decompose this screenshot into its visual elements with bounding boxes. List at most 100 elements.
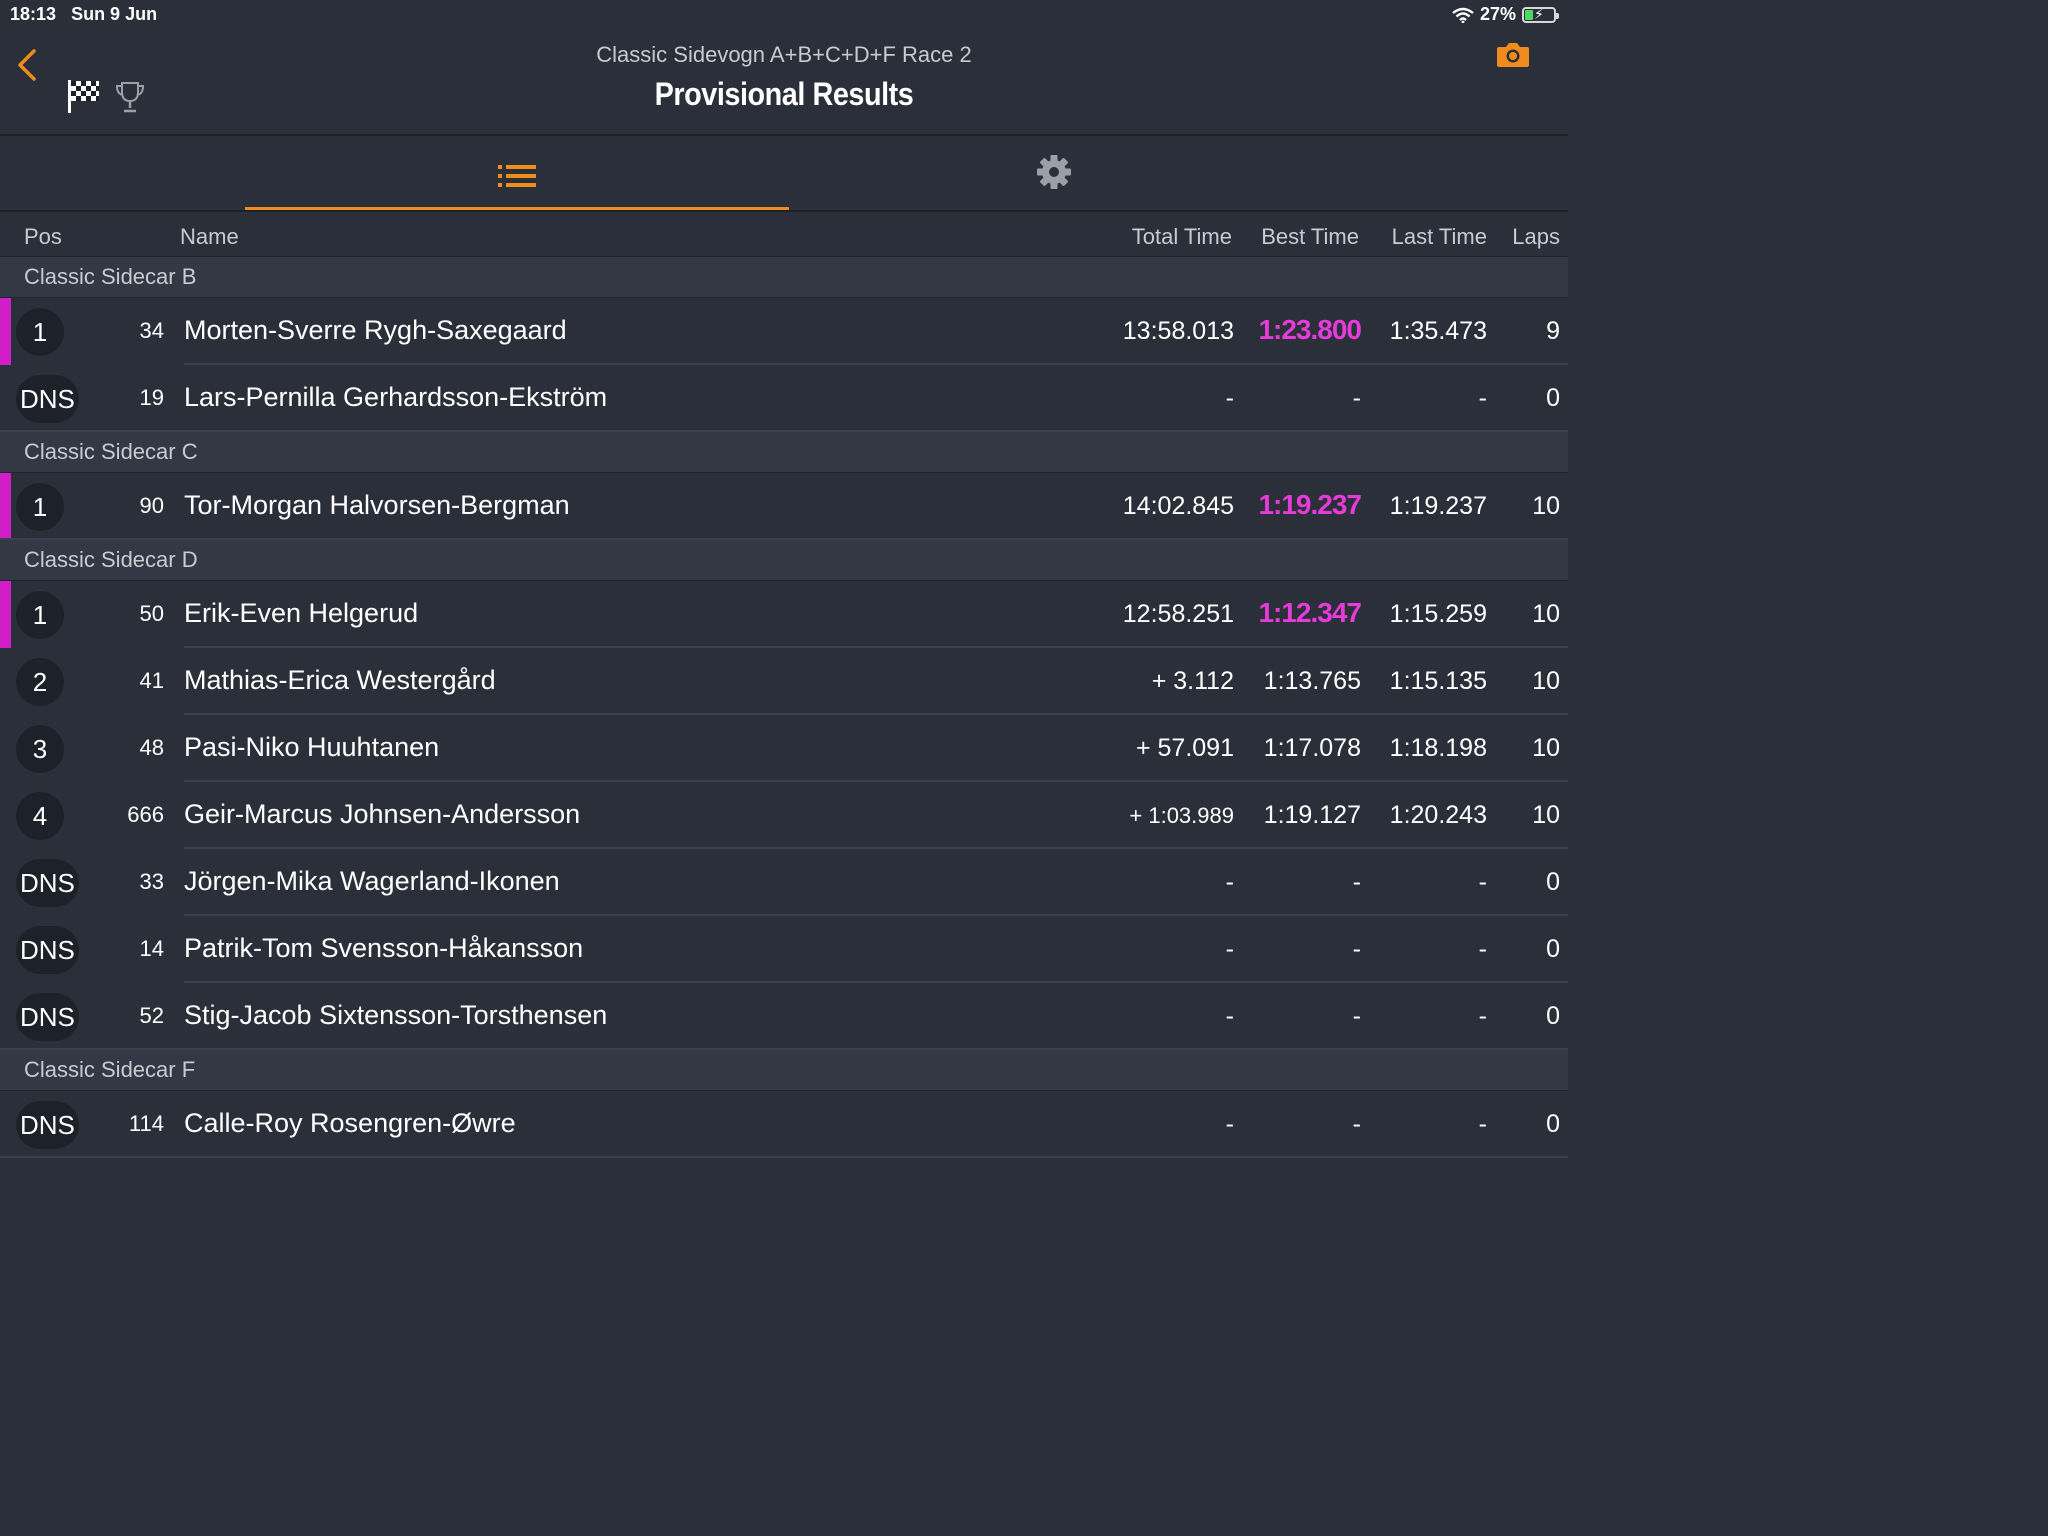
col-name[interactable]: Name bbox=[180, 224, 239, 249]
last-time: 1:20.243 bbox=[1389, 801, 1487, 829]
total-time: 12:58.251 bbox=[1122, 600, 1234, 628]
rider-number: 41 bbox=[139, 668, 164, 693]
status-right: 27% ⚡ bbox=[1452, 4, 1559, 25]
wifi-icon bbox=[1452, 7, 1474, 23]
last-time: 1:15.259 bbox=[1389, 600, 1487, 628]
rider-name: Patrik-Tom Svensson-Håkansson bbox=[184, 933, 584, 963]
race-subtitle: Classic Sidevogn A+B+C+D+F Race 2 bbox=[596, 42, 972, 67]
total-time: - bbox=[1225, 1002, 1234, 1030]
rider-name: Morten-Sverre Rygh-Saxegaard bbox=[184, 315, 567, 345]
tab-settings[interactable] bbox=[789, 136, 1319, 208]
rider-name: Jörgen-Mika Wagerland-Ikonen bbox=[184, 866, 560, 896]
class-section-header: Classic Sidecar C bbox=[0, 432, 1568, 473]
last-time: - bbox=[1478, 1002, 1487, 1030]
results-table: Classic Sidecar B 1 34 Morten-Sverre Ryg… bbox=[0, 257, 1568, 1158]
row-divider bbox=[0, 538, 1568, 540]
col-pos[interactable]: Pos bbox=[24, 224, 62, 249]
rider-number: 50 bbox=[139, 601, 164, 626]
rider-name: Mathias-Erica Westergård bbox=[184, 665, 496, 695]
total-time: + 3.112 bbox=[1151, 667, 1234, 695]
result-row[interactable]: 3 48 Pasi-Niko Huuhtanen + 57.091 1:17.0… bbox=[0, 715, 1568, 782]
result-row[interactable]: 1 50 Erik-Even Helgerud 12:58.251 1:12.3… bbox=[0, 581, 1568, 648]
position-badge: 4 bbox=[16, 792, 64, 840]
class-title: Classic Sidecar F bbox=[24, 1057, 196, 1082]
best-time: 1:13.765 bbox=[1263, 667, 1361, 695]
laps-count: 0 bbox=[1546, 1110, 1560, 1138]
row-divider bbox=[184, 713, 1568, 715]
best-time: - bbox=[1352, 1002, 1361, 1030]
camera-icon[interactable] bbox=[1496, 40, 1530, 68]
col-total-time[interactable]: Total Time bbox=[1131, 224, 1232, 249]
class-title: Classic Sidecar B bbox=[24, 264, 197, 289]
last-time: 1:15.135 bbox=[1389, 667, 1487, 695]
laps-count: 0 bbox=[1546, 1002, 1560, 1030]
rider-number: 666 bbox=[127, 802, 164, 827]
battery-tip bbox=[1556, 12, 1559, 19]
result-row[interactable]: DNS 14 Patrik-Tom Svensson-Håkansson - -… bbox=[0, 916, 1568, 983]
position-badge: DNS bbox=[16, 926, 79, 974]
laps-count: 10 bbox=[1532, 492, 1560, 520]
rider-number: 48 bbox=[139, 735, 164, 760]
rider-number: 19 bbox=[139, 385, 164, 410]
col-last-time[interactable]: Last Time bbox=[1391, 224, 1487, 249]
laps-count: 0 bbox=[1546, 868, 1560, 896]
last-time: 1:18.198 bbox=[1389, 734, 1487, 762]
total-time: + 57.091 bbox=[1135, 734, 1234, 762]
total-time: + 1:03.989 bbox=[1129, 803, 1234, 828]
trophy-icon[interactable] bbox=[114, 80, 146, 114]
rider-number: 114 bbox=[128, 1111, 164, 1136]
class-title: Classic Sidecar D bbox=[24, 547, 198, 572]
row-divider bbox=[184, 780, 1568, 782]
checkered-flag-icon[interactable] bbox=[66, 78, 102, 114]
row-divider bbox=[184, 646, 1568, 648]
list-icon bbox=[498, 165, 536, 187]
status-time: 18:13 Sun 9 Jun bbox=[10, 4, 158, 24]
laps-count: 10 bbox=[1532, 801, 1560, 829]
result-row[interactable]: DNS 52 Stig-Jacob Sixtensson-Torsthensen… bbox=[0, 983, 1568, 1050]
col-best-time[interactable]: Best Time bbox=[1261, 224, 1359, 249]
tab-results-list[interactable] bbox=[245, 136, 789, 210]
class-section-header: Classic Sidecar D bbox=[0, 540, 1568, 581]
last-time: - bbox=[1478, 935, 1487, 963]
last-time: - bbox=[1478, 384, 1487, 412]
row-divider bbox=[0, 1048, 1568, 1050]
rider-number: 14 bbox=[139, 936, 164, 961]
rider-name: Erik-Even Helgerud bbox=[184, 598, 419, 628]
position-badge: DNS bbox=[16, 993, 79, 1041]
rider-number: 52 bbox=[139, 1003, 164, 1028]
rider-name: Pasi-Niko Huuhtanen bbox=[184, 732, 440, 762]
result-row[interactable]: 1 90 Tor-Morgan Halvorsen-Bergman 14:02.… bbox=[0, 473, 1568, 540]
result-row[interactable]: 4 666 Geir-Marcus Johnsen-Andersson + 1:… bbox=[0, 782, 1568, 849]
chevron-left-icon[interactable] bbox=[14, 46, 44, 86]
status-bar: 18:13 Sun 9 Jun 27% ⚡ bbox=[0, 0, 1568, 30]
laps-count: 10 bbox=[1532, 600, 1560, 628]
row-divider bbox=[0, 430, 1568, 432]
total-time: - bbox=[1225, 935, 1234, 963]
last-time: - bbox=[1478, 1110, 1487, 1138]
best-time: 1:19.127 bbox=[1263, 801, 1361, 829]
result-row[interactable]: 1 34 Morten-Sverre Rygh-Saxegaard 13:58.… bbox=[0, 298, 1568, 365]
battery-fill bbox=[1525, 9, 1533, 20]
class-title: Classic Sidecar C bbox=[24, 439, 198, 464]
position-badge: DNS bbox=[16, 375, 79, 423]
laps-count: 0 bbox=[1546, 935, 1560, 963]
nav-header: Classic Sidevogn A+B+C+D+F Race 2 Provis… bbox=[0, 30, 1568, 136]
position-badge: 3 bbox=[16, 725, 64, 773]
row-divider bbox=[184, 363, 1568, 365]
row-divider bbox=[184, 914, 1568, 916]
rider-number: 34 bbox=[139, 318, 164, 343]
result-row[interactable]: DNS 114 Calle-Roy Rosengren-Øwre - - - 0 bbox=[0, 1091, 1568, 1158]
position-badge: 1 bbox=[16, 591, 64, 639]
row-divider bbox=[0, 1156, 1568, 1158]
position-badge: DNS bbox=[16, 1101, 79, 1149]
leader-marker bbox=[0, 473, 11, 540]
col-laps[interactable]: Laps bbox=[1512, 224, 1560, 249]
laps-count: 10 bbox=[1532, 667, 1560, 695]
result-row[interactable]: DNS 19 Lars-Pernilla Gerhardsson-Ekström… bbox=[0, 365, 1568, 432]
rider-name: Calle-Roy Rosengren-Øwre bbox=[184, 1108, 516, 1138]
position-badge: 1 bbox=[16, 483, 64, 531]
result-row[interactable]: DNS 33 Jörgen-Mika Wagerland-Ikonen - - … bbox=[0, 849, 1568, 916]
rider-number: 33 bbox=[139, 869, 164, 894]
leader-marker bbox=[0, 298, 11, 365]
result-row[interactable]: 2 41 Mathias-Erica Westergård + 3.112 1:… bbox=[0, 648, 1568, 715]
